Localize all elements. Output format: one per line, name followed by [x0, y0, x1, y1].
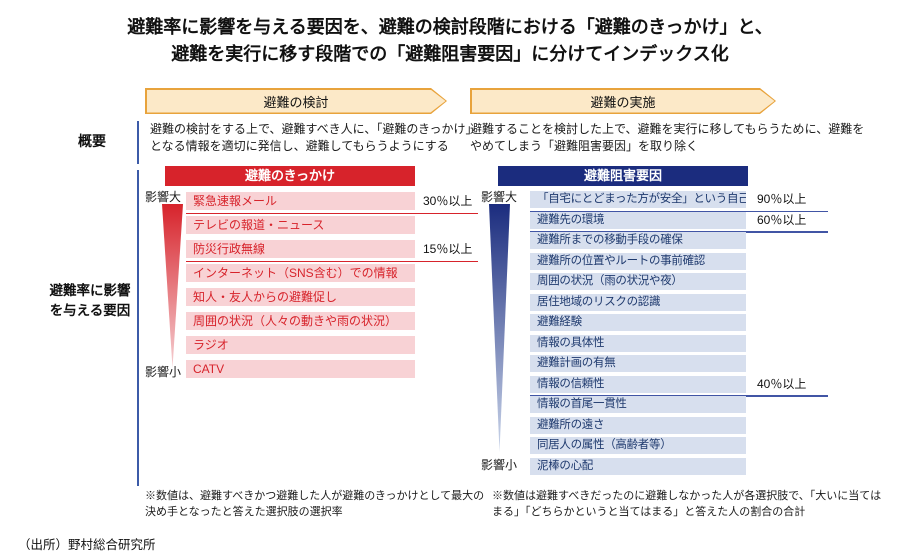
vertical-divider-overview [137, 121, 139, 164]
factor-label: 避難経験 [530, 314, 746, 331]
factor-row: 緊急速報メール 30％以上 [186, 192, 478, 214]
inhibitor-panel-header: 避難阻害要因 [498, 166, 748, 186]
phase-banner-label: 避難の検討 [147, 90, 446, 113]
factor-label: 緊急速報メール [186, 192, 415, 210]
percent-annotation [746, 253, 828, 270]
factor-row: 知人・友人からの避難促し [186, 288, 478, 306]
percent-annotation [746, 458, 828, 475]
percent-annotation: 40％以上 [757, 376, 807, 391]
percent-annotation [746, 417, 828, 434]
inhibitor-footnote: ※数値は避難すべきだったのに避難しなかった人が各選択肢で、「大いに当てはまる」「… [492, 490, 882, 518]
factor-row: 泥棒の心配 [530, 457, 828, 475]
impact-high-label-trigger: 影響大 [145, 190, 182, 204]
factor-row: 避難所までの移動手段の確保 [530, 232, 828, 249]
source-note: （出所）野村総合研究所 [18, 538, 156, 552]
factor-label: 周囲の状況（人々の動きや雨の状況） [186, 312, 415, 330]
factor-label: 同居人の属性（高齢者等） [530, 437, 746, 454]
percent-annotation: 30％以上 [423, 194, 473, 208]
percent-annotation [746, 273, 828, 290]
factor-label: テレビの報道・ニュース [186, 216, 415, 234]
factors-row-label-line2: を与える要因 [49, 303, 131, 318]
percent-annotation [746, 437, 828, 454]
overview-row-label: 概要 [78, 133, 106, 149]
factor-label: 「自宅にとどまった方が安全」という自己判断 [530, 191, 746, 208]
percent-annotation [415, 336, 478, 354]
factors-row-label-line1: 避難率に影響 [49, 283, 131, 298]
factor-row: CATV [186, 360, 478, 378]
factor-row: 避難所の位置やルートの事前確認 [530, 252, 828, 270]
factor-label: 情報の具体性 [530, 334, 746, 352]
factor-label: 居住地域のリスクの認識 [530, 293, 746, 311]
factor-label: CATV [186, 360, 415, 378]
percent-annotation [415, 216, 478, 234]
factor-label: 情報の首尾一貫性 [530, 396, 746, 413]
impact-funnel-blue [489, 204, 510, 452]
percent-annotation [746, 335, 828, 352]
percent-annotation [415, 264, 478, 282]
impact-low-label-inhibitor: 影響小 [481, 458, 518, 472]
percent-annotation [746, 314, 828, 331]
phase-banner-label: 避難の実施 [472, 90, 775, 113]
impact-funnel-red [162, 204, 183, 368]
factor-label: 周囲の状況（雨の状況や夜） [530, 273, 746, 290]
phase-banner-execution: 避難の実施 [470, 88, 776, 114]
phase-banner-consideration: 避難の検討 [145, 88, 447, 114]
factor-row: インターネット（SNS含む）での情報 [186, 264, 478, 282]
factor-label: 情報の信頼性 [530, 375, 746, 393]
factors-row-label: 避難率に影響 を与える要因 [44, 281, 136, 321]
factor-label: 避難所の位置やルートの事前確認 [530, 252, 746, 270]
factor-label: 避難先の環境 [530, 211, 746, 229]
trigger-panel-header: 避難のきっかけ [165, 166, 415, 186]
factor-row: 同居人の属性（高齢者等） [530, 437, 828, 454]
percent-annotation [746, 396, 828, 413]
factor-row: 「自宅にとどまった方が安全」という自己判断 90％以上 [530, 191, 828, 212]
trigger-panel-rows: 緊急速報メール 30％以上 テレビの報道・ニュース 防災行政無線 15％以上 イ… [186, 192, 478, 384]
factor-label: 泥棒の心配 [530, 457, 746, 475]
factor-label: インターネット（SNS含む）での情報 [186, 264, 415, 282]
factor-row: ラジオ [186, 336, 478, 354]
percent-annotation [746, 294, 828, 311]
factor-row: 防災行政無線 15％以上 [186, 240, 478, 262]
factor-label: 避難計画の有無 [530, 355, 746, 372]
percent-annotation [415, 360, 478, 378]
percent-annotation: 90％以上 [757, 192, 807, 206]
factor-label: ラジオ [186, 336, 415, 354]
factor-row: 周囲の状況（人々の動きや雨の状況） [186, 312, 478, 330]
percent-annotation: 15％以上 [423, 242, 473, 256]
percent-annotation [746, 232, 828, 249]
factor-row: 避難計画の有無 [530, 355, 828, 372]
percent-annotation: 60％以上 [757, 212, 807, 227]
factor-row: テレビの報道・ニュース [186, 216, 478, 234]
factor-label: 避難所までの移動手段の確保 [530, 232, 746, 249]
factor-label: 知人・友人からの避難促し [186, 288, 415, 306]
impact-low-label-trigger: 影響小 [145, 365, 182, 379]
percent-annotation [746, 355, 828, 372]
percent-annotation [415, 312, 478, 330]
factor-row: 情報の首尾一貫性 [530, 396, 828, 413]
inhibitor-panel-rows: 「自宅にとどまった方が安全」という自己判断 90％以上 避難先の環境 60％以上… [530, 191, 828, 478]
factor-row: 周囲の状況（雨の状況や夜） [530, 273, 828, 290]
factor-row: 避難先の環境 60％以上 [530, 211, 828, 233]
page-title: 避難率に影響を与える要因を、避難の検討段階における「避難のきっかけ」と、 避難を… [0, 14, 900, 68]
trigger-footnote: ※数値は、避難すべきかつ避難した人が避難のきっかけとして最大の決め手となったと答… [145, 490, 485, 518]
factor-label: 避難所の遠さ [530, 416, 746, 434]
factor-row: 情報の具体性 [530, 334, 828, 352]
overview-text-execution: 避難することを検討した上で、避難を実行に移してもらうために、避難をやめてしまう「… [470, 122, 865, 154]
factor-row: 情報の信頼性 40％以上 [530, 375, 828, 397]
page-title-line1: 避難率に影響を与える要因を、避難の検討段階における「避難のきっかけ」と、 [127, 17, 773, 37]
impact-high-label-inhibitor: 影響大 [481, 190, 518, 204]
overview-text-consideration: 避難の検討をする上で、避難すべき人に、「避難のきっかけ」となる情報を適切に発信し… [150, 122, 472, 154]
percent-annotation [415, 288, 478, 306]
page-title-line2: 避難を実行に移す段階での「避難阻害要因」に分けてインデックス化 [171, 44, 729, 64]
factor-row: 避難経験 [530, 314, 828, 331]
factor-row: 居住地域のリスクの認識 [530, 293, 828, 311]
factor-row: 避難所の遠さ [530, 416, 828, 434]
vertical-divider-factors [137, 170, 139, 486]
factor-label: 防災行政無線 [186, 240, 415, 258]
